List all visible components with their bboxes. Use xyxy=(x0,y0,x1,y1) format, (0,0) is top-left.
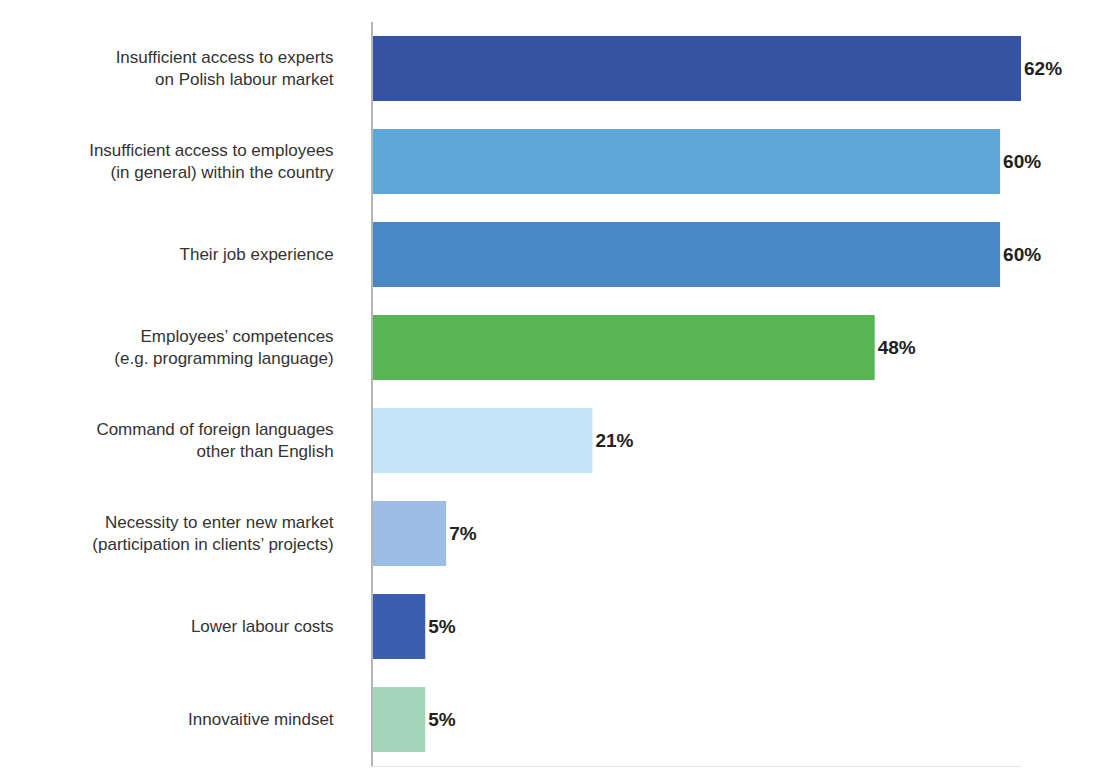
svg-text:21%: 21% xyxy=(595,430,633,451)
svg-text:Necessity to enter new market(: Necessity to enter new market(participat… xyxy=(92,513,334,554)
svg-text:Command of foreign languagesot: Command of foreign languagesother than E… xyxy=(96,420,333,461)
svg-text:5%: 5% xyxy=(428,616,456,637)
svg-text:Insufficient access to employe: Insufficient access to employees(in gene… xyxy=(89,141,334,182)
svg-text:62%: 62% xyxy=(1024,58,1062,79)
svg-text:Their job experience: Their job experience xyxy=(180,245,334,264)
svg-text:5%: 5% xyxy=(428,709,456,730)
svg-text:Lower labour costs: Lower labour costs xyxy=(191,617,334,636)
svg-text:Insufficient access to experts: Insufficient access to expertson Polish … xyxy=(116,48,334,89)
svg-text:60%: 60% xyxy=(1003,151,1041,172)
svg-text:48%: 48% xyxy=(878,337,916,358)
svg-text:Employees’ competences(e.g. pr: Employees’ competences(e.g. programming … xyxy=(114,327,333,368)
svg-text:60%: 60% xyxy=(1003,244,1041,265)
svg-text:Innovaitive mindset: Innovaitive mindset xyxy=(188,710,334,729)
svg-text:7%: 7% xyxy=(449,523,477,544)
